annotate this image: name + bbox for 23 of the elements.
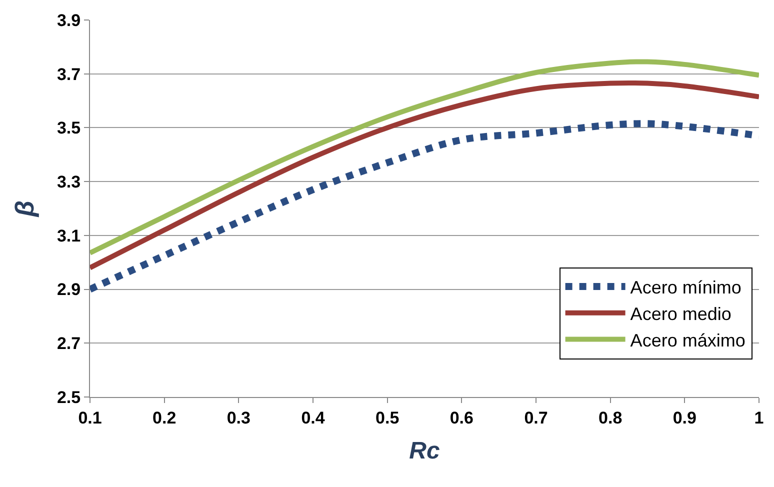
x-tick-label: 0.6 (450, 408, 474, 428)
x-tick-label: 0.7 (524, 408, 548, 428)
y-tick-label: 3.1 (56, 226, 81, 246)
x-tick-label: 0.1 (78, 408, 102, 428)
x-tick-label: 0.3 (226, 408, 250, 428)
y-tick-label: 3.5 (56, 118, 81, 138)
x-tick-label: 0.4 (301, 408, 326, 428)
x-tick-label: 0.5 (376, 408, 400, 428)
legend-label: Acero máximo (630, 330, 746, 350)
y-axis-title: β (9, 200, 40, 218)
legend-label: Acero medio (630, 304, 732, 324)
legend-label: Acero mínimo (630, 278, 742, 298)
x-tick-label: 0.8 (598, 408, 622, 428)
y-tick-label: 2.7 (56, 334, 81, 354)
x-axis-title: Rc (409, 438, 440, 465)
y-tick-label: 3.7 (56, 64, 81, 84)
y-tick-label: 2.9 (56, 280, 81, 300)
y-tick-label: 3.9 (56, 10, 81, 30)
x-tick-label: 0.2 (152, 408, 176, 428)
x-tick-label: 1 (754, 408, 764, 428)
x-tick-label: 0.9 (672, 408, 696, 428)
y-tick-label: 3.3 (56, 172, 81, 192)
y-tick-label: 2.5 (56, 388, 81, 407)
